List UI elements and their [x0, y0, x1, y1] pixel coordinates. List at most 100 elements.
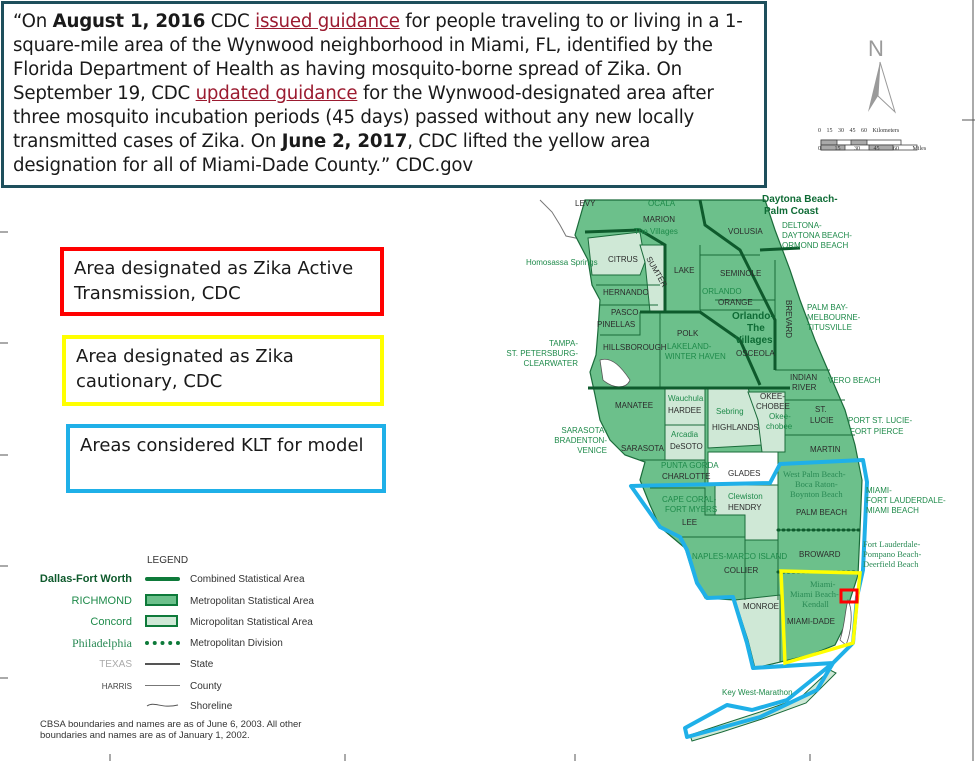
- map-label: HIGHLANDS: [712, 423, 759, 432]
- micro-swatch-icon: [145, 615, 178, 627]
- map-label: SEMINOLE: [720, 269, 761, 278]
- map-label: Fort Lauderdale-: [863, 539, 921, 549]
- map-label: Clewiston: [728, 492, 763, 501]
- map-label: INDIAN: [790, 373, 817, 382]
- map-label: FORT PIERCE: [850, 427, 904, 436]
- map-label: Arcadia: [671, 430, 699, 439]
- map-label: ST.: [815, 405, 827, 414]
- map-label: Boca Raton-: [795, 479, 838, 489]
- legend-desc: Metropolitan Statistical Area: [190, 595, 314, 607]
- map-label: BRADENTON-: [554, 436, 607, 445]
- legend-example-name: Concord: [90, 616, 132, 628]
- legend-example-name: Dallas-Fort Worth: [39, 573, 132, 585]
- csa-line-icon: [145, 577, 180, 581]
- map-label: CHOBEE: [756, 402, 790, 411]
- map-label: LAKELAND-: [667, 342, 712, 351]
- map-label: Palm Coast: [764, 206, 819, 217]
- map-label: MANATEE: [615, 401, 653, 410]
- map-label: LEVY: [575, 199, 596, 208]
- map-label: RIVER: [792, 383, 817, 392]
- map-label: Villages: [735, 335, 773, 346]
- legend-row-state: TEXAS State: [30, 656, 360, 672]
- map-label: MARTIN: [810, 445, 841, 454]
- legend-note: CBSA boundaries and names are as of June…: [40, 719, 302, 741]
- state-line-icon: [145, 663, 180, 665]
- map-label: OSCEOLA: [736, 349, 775, 358]
- legend-example-name: RICHMOND: [71, 595, 133, 607]
- map-label: WINTER HAVEN: [665, 352, 726, 361]
- map-label: DELTONA-: [782, 221, 822, 230]
- map-label: MONROE: [743, 602, 779, 611]
- scale-labels: 0 15 30 45 60 Kilometers 0 15 30 45 60 M…: [818, 128, 926, 152]
- map-label: COLLIER: [724, 566, 758, 575]
- map-label: FORT MYERS: [665, 505, 717, 514]
- map-label: Miami-: [810, 579, 836, 589]
- map-label: PALM BEACH: [796, 508, 847, 517]
- biscayne-bay: [839, 598, 852, 646]
- map-label: HILLSBOROUGH: [603, 343, 667, 352]
- map-label: ST. PETERSBURG-: [506, 349, 578, 358]
- scale-miles-label: 0 15 30 45 60 Miles: [818, 146, 927, 152]
- shoreline-icon: [145, 700, 180, 710]
- map-label: LUCIE: [810, 416, 834, 425]
- quote-text: , CDC lifted the yellow area designation…: [13, 131, 651, 176]
- map-label: West Palm Beach-: [783, 469, 846, 479]
- map-label: SARASOTA: [621, 444, 665, 453]
- map-label: Key West-Marathon: [722, 688, 793, 697]
- map-label: Miami Beach-: [790, 589, 839, 599]
- map-label: VENICE: [577, 446, 607, 455]
- map-label: PALM BAY-: [807, 303, 848, 312]
- legend-row-county: HARRIS County: [30, 678, 360, 694]
- zika-cautionary-area-outline: [779, 569, 862, 666]
- zika-active-transmission-area-outline: [839, 588, 859, 604]
- map-label: MARION: [643, 215, 675, 224]
- map-label: MIAMI-DADE: [787, 617, 835, 626]
- scale-km-label: 0 15 30 45 60 Kilometers: [818, 128, 900, 134]
- map-label: HERNANDO: [603, 288, 649, 297]
- map-label: MELBOURNE-: [807, 313, 861, 322]
- map-label: Wauchula: [668, 394, 704, 403]
- north-arrow-icon: [868, 61, 897, 114]
- csa-boundaries: [584, 199, 801, 390]
- shoreline: [539, 199, 586, 241]
- legend-desc: Metropolitan Division: [190, 637, 283, 649]
- map-label: HENDRY: [728, 503, 762, 512]
- map-labels: LEVY OCALA MARION The Villages VOLUSIA D…: [506, 194, 946, 697]
- map-label: NAPLES-MARCO ISLAND: [692, 552, 787, 561]
- quote-date-bold: June 2, 2017: [281, 131, 408, 152]
- map-legend: LEGEND Dallas-Fort Worth Combined Statis…: [30, 555, 360, 745]
- legend-title: LEGEND: [147, 555, 189, 566]
- map-label: The: [747, 323, 765, 334]
- micropolitan-areas: [587, 231, 837, 742]
- key-klt-areas: Areas considered KLT for model: [66, 424, 386, 493]
- map-label: PUNTA GORDA: [661, 461, 719, 470]
- map-label: PASCO: [611, 308, 638, 317]
- map-label: chobee: [766, 422, 793, 431]
- updated-guidance-link[interactable]: updated guidance: [195, 83, 358, 104]
- legend-desc: Shoreline: [190, 700, 233, 712]
- issued-guidance-link[interactable]: issued guidance: [255, 11, 400, 32]
- msa-swatch-icon: [145, 594, 178, 606]
- quote-text: CDC: [205, 11, 256, 32]
- map-label: Kendall: [802, 599, 830, 609]
- legend-desc: County: [190, 680, 222, 692]
- legend-row-csa: Dallas-Fort Worth Combined Statistical A…: [30, 571, 360, 587]
- quote-text: for people traveling to or living in a 1…: [13, 11, 743, 104]
- map-label: PINELLAS: [597, 320, 635, 329]
- map-label: CHARLOTTE: [662, 472, 710, 481]
- map-label: VOLUSIA: [728, 227, 763, 236]
- map-label: Pompano Beach-: [863, 549, 921, 559]
- map-label: Okee-: [769, 412, 791, 421]
- map-label: OKEE-: [760, 392, 785, 401]
- map-label: POLK: [677, 329, 699, 338]
- map-label: The Villages: [634, 227, 678, 236]
- legend-row-division: Philadelphia Metropolitan Division: [30, 635, 360, 651]
- map-label: LAKE: [674, 266, 694, 275]
- cdc-quote-box: “On August 1, 2016 CDC issued guidance f…: [1, 1, 767, 188]
- map-label: Orlando-: [732, 311, 774, 322]
- map-label: FORT LAUDERDALE-: [866, 496, 946, 505]
- map-label: Daytona Beach-: [762, 194, 838, 205]
- map-label: SARASOTA-: [561, 426, 607, 435]
